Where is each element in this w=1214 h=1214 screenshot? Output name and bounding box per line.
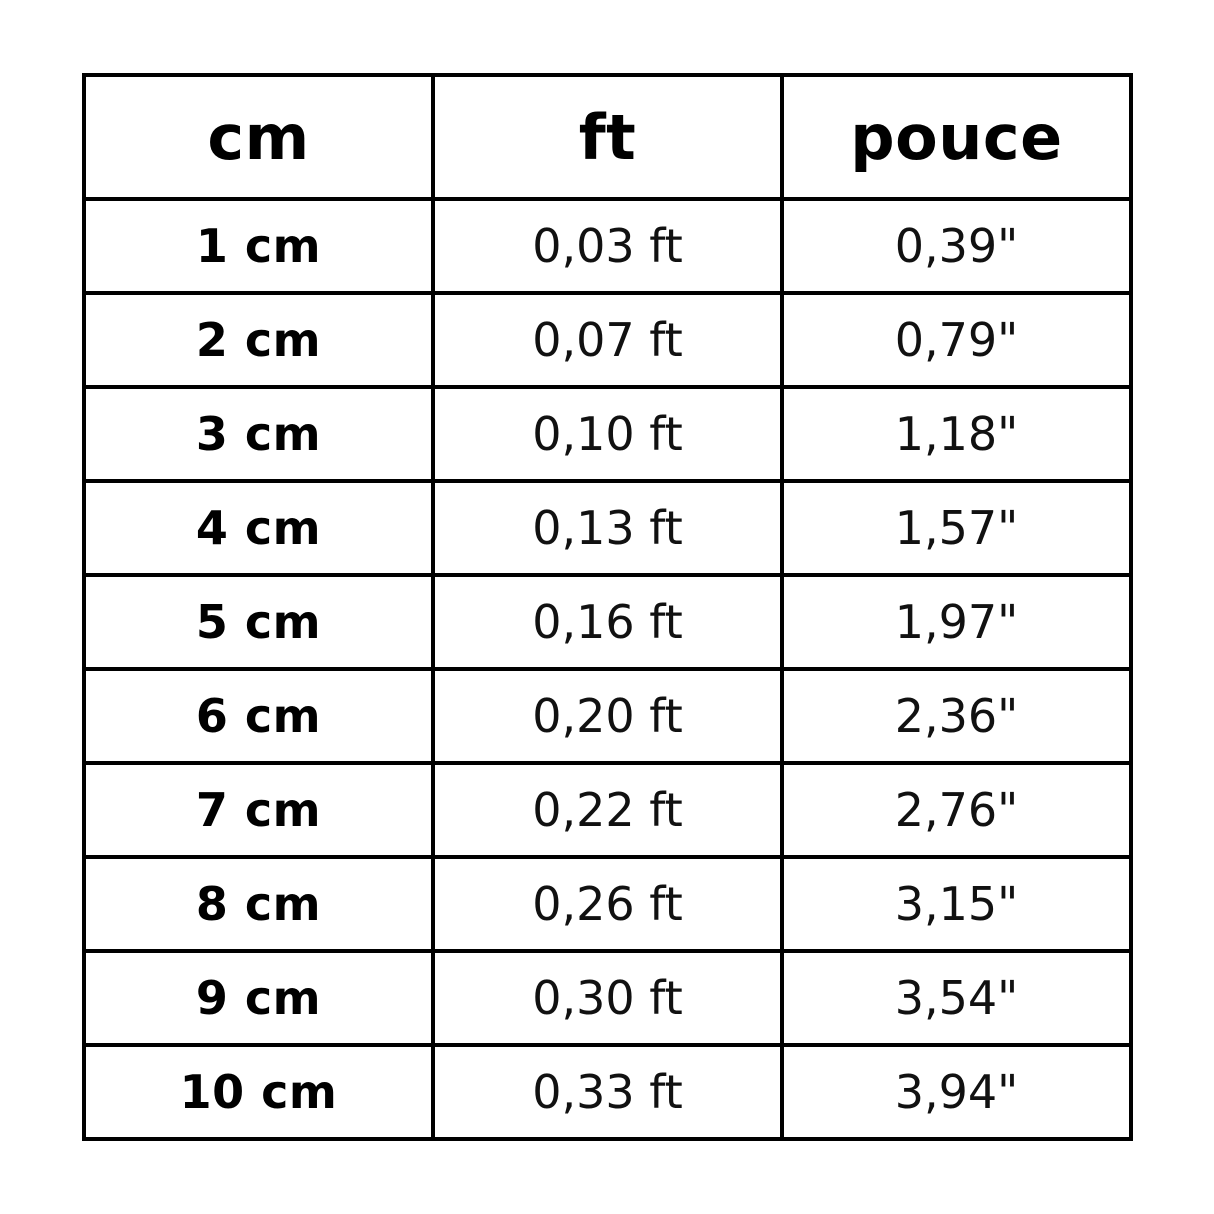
ft-cell: 0,16 ft xyxy=(431,573,784,671)
ft-cell: 0,03 ft xyxy=(431,197,784,295)
table-row: 8 cm 0,26 ft 3,15" xyxy=(82,855,1133,953)
cm-ft-pouce-conversion-table: cm ft pouce 1 cm 0,03 ft 0,39" 2 cm 0,07… xyxy=(82,73,1133,1141)
pouce-cell: 3,94" xyxy=(780,1043,1133,1141)
table-row: 1 cm 0,03 ft 0,39" xyxy=(82,197,1133,295)
pouce-cell: 0,79" xyxy=(780,291,1133,389)
table-row: 2 cm 0,07 ft 0,79" xyxy=(82,291,1133,389)
cm-cell: 10 cm xyxy=(82,1043,435,1141)
cm-cell: 3 cm xyxy=(82,385,435,483)
cm-cell: 6 cm xyxy=(82,667,435,765)
ft-cell: 0,30 ft xyxy=(431,949,784,1047)
table-row: 5 cm 0,16 ft 1,97" xyxy=(82,573,1133,671)
table-row: 4 cm 0,13 ft 1,57" xyxy=(82,479,1133,577)
cm-cell: 4 cm xyxy=(82,479,435,577)
cm-cell: 2 cm xyxy=(82,291,435,389)
pouce-cell: 1,57" xyxy=(780,479,1133,577)
table-row: 7 cm 0,22 ft 2,76" xyxy=(82,761,1133,859)
cm-cell: 9 cm xyxy=(82,949,435,1047)
cm-cell: 8 cm xyxy=(82,855,435,953)
header-cm: cm xyxy=(82,73,435,201)
pouce-cell: 0,39" xyxy=(780,197,1133,295)
table-row: 6 cm 0,20 ft 2,36" xyxy=(82,667,1133,765)
ft-cell: 0,13 ft xyxy=(431,479,784,577)
header-pouce: pouce xyxy=(780,73,1133,201)
pouce-cell: 2,76" xyxy=(780,761,1133,859)
header-ft: ft xyxy=(431,73,784,201)
table-row: 10 cm 0,33 ft 3,94" xyxy=(82,1043,1133,1141)
table-row: 9 cm 0,30 ft 3,54" xyxy=(82,949,1133,1047)
ft-cell: 0,07 ft xyxy=(431,291,784,389)
cm-cell: 1 cm xyxy=(82,197,435,295)
table-header-row: cm ft pouce xyxy=(82,73,1133,201)
pouce-cell: 3,54" xyxy=(780,949,1133,1047)
ft-cell: 0,26 ft xyxy=(431,855,784,953)
pouce-cell: 3,15" xyxy=(780,855,1133,953)
pouce-cell: 1,18" xyxy=(780,385,1133,483)
cm-cell: 7 cm xyxy=(82,761,435,859)
pouce-cell: 1,97" xyxy=(780,573,1133,671)
ft-cell: 0,20 ft xyxy=(431,667,784,765)
ft-cell: 0,10 ft xyxy=(431,385,784,483)
ft-cell: 0,22 ft xyxy=(431,761,784,859)
cm-cell: 5 cm xyxy=(82,573,435,671)
pouce-cell: 2,36" xyxy=(780,667,1133,765)
table-row: 3 cm 0,10 ft 1,18" xyxy=(82,385,1133,483)
ft-cell: 0,33 ft xyxy=(431,1043,784,1141)
